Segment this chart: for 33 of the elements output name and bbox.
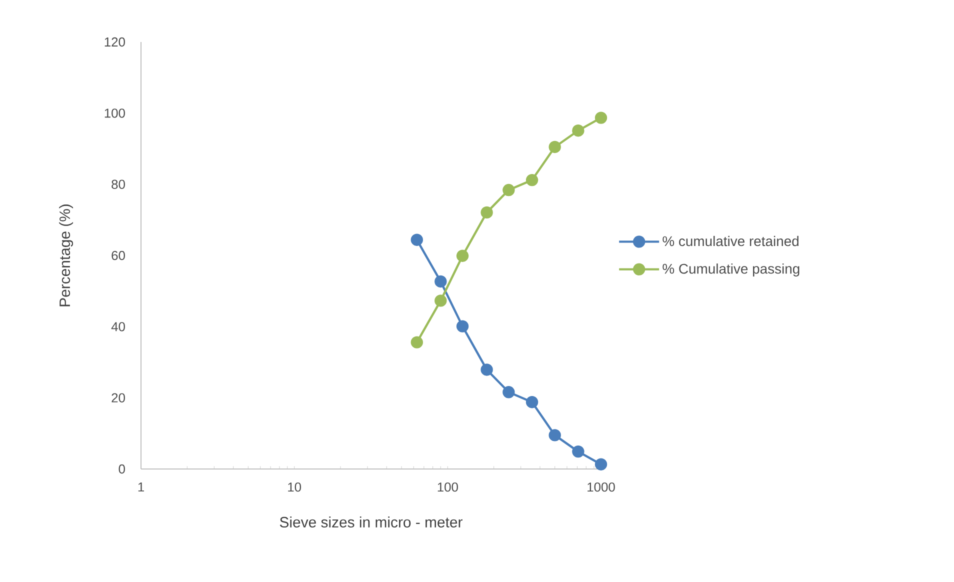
- y-tick-label: 120: [104, 37, 125, 47]
- legend-label: % Cumulative passing: [662, 263, 800, 276]
- y-tick-label: 0: [118, 464, 125, 474]
- point: [526, 174, 538, 186]
- x-tick-label: 1: [138, 482, 144, 492]
- point: [480, 206, 493, 219]
- y-tick-label: 40: [111, 322, 125, 332]
- point: [434, 294, 447, 307]
- point: [594, 458, 608, 470]
- x-tick-label: 1000: [588, 482, 615, 492]
- point: [456, 250, 469, 262]
- point: [526, 396, 538, 408]
- point: [594, 112, 608, 124]
- x-tick-label: 10: [288, 482, 302, 492]
- point: [548, 140, 561, 154]
- x-tick-label: 100: [438, 482, 458, 492]
- point: [572, 124, 584, 137]
- point: [456, 320, 469, 332]
- point: [572, 445, 584, 458]
- y-tick-label: 100: [104, 108, 125, 118]
- x-axis-title: Sieve sizes in micro - meter: [280, 516, 462, 528]
- point: [410, 234, 423, 246]
- point: [410, 336, 423, 348]
- y-tick-label: 80: [112, 180, 125, 189]
- point: [502, 386, 515, 398]
- point: [548, 429, 561, 442]
- legend-label: % cumulative retained: [662, 236, 798, 246]
- point: [502, 184, 515, 196]
- y-tick-label: 20: [112, 393, 125, 402]
- point: [480, 364, 493, 376]
- y-axis-title: Percentage (%): [59, 204, 74, 306]
- y-tick-label: 60: [112, 250, 125, 260]
- point: [434, 275, 447, 288]
